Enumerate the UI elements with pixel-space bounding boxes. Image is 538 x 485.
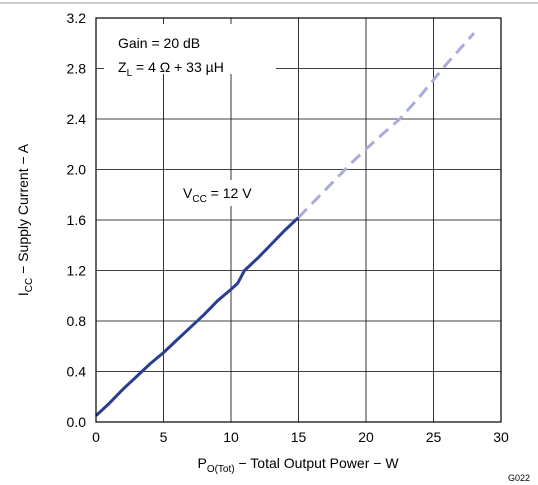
annotation-vcc: VCC = 12 V — [183, 185, 252, 205]
y-tick-label: 3.2 — [67, 10, 87, 26]
y-axis-label: ICC − Supply Current − A — [15, 143, 35, 296]
figure-code: G022 — [508, 473, 530, 483]
y-tick-label: 0.0 — [67, 414, 87, 430]
x-axis-label: PO(Tot) − Total Output Power − W — [197, 455, 399, 475]
x-tick-label: 5 — [160, 429, 168, 445]
annotation-zl: ZL = 4 Ω + 33 µH — [118, 59, 224, 79]
annotation-gain: Gain = 20 dB — [118, 35, 200, 51]
y-tick-label: 2.8 — [67, 61, 87, 77]
x-tick-label: 20 — [358, 429, 374, 445]
x-tick-label: 0 — [92, 429, 100, 445]
x-tick-label: 15 — [291, 429, 307, 445]
x-tick-labels: 0 5 10 15 20 25 30 — [92, 429, 509, 445]
series-line-dashed — [297, 32, 476, 219]
gridlines — [95, 17, 502, 423]
y-tick-label: 1.2 — [67, 263, 87, 279]
y-tick-label: 0.4 — [67, 364, 87, 380]
x-tick-label: 25 — [426, 429, 442, 445]
y-tick-label: 0.8 — [67, 313, 87, 329]
annotation-vcc-bg — [178, 180, 274, 206]
series-layer — [94, 32, 476, 417]
y-tick-labels: 0.0 0.4 0.8 1.2 1.6 2.0 2.4 2.8 3.2 — [67, 10, 87, 430]
y-tick-label: 2.0 — [67, 162, 87, 178]
x-tick-label: 30 — [493, 429, 509, 445]
plot-frame — [95, 17, 502, 423]
y-tick-label: 2.4 — [67, 111, 87, 127]
x-tick-label: 10 — [223, 429, 239, 445]
annotation-box — [104, 24, 276, 74]
y-tick-label: 1.6 — [67, 212, 87, 228]
series-line-solid — [94, 216, 300, 417]
